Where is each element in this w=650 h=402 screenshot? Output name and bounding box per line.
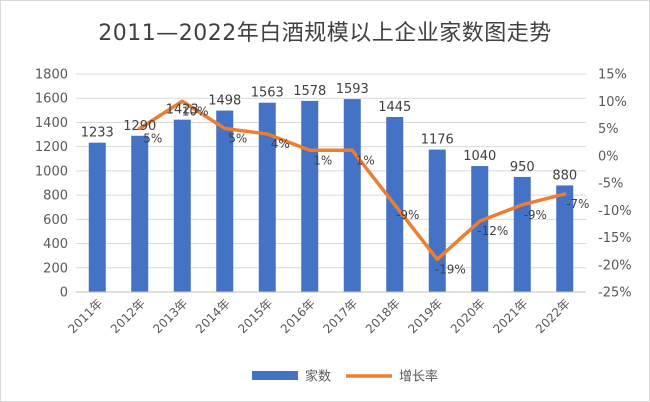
bar (258, 102, 276, 292)
line-data-label: 1% (356, 153, 375, 167)
growth-rate-line (138, 99, 567, 262)
bar (471, 166, 489, 292)
line-data-label: -12% (477, 224, 508, 238)
bar-data-label: 1423 (166, 103, 199, 118)
y-right-tick-label: 10% (598, 95, 627, 110)
y-right-tick-label: -15% (598, 231, 632, 246)
x-tick-label: 2012年 (108, 296, 148, 336)
line-data-label: 1% (313, 153, 332, 167)
y-left-tick-label: 1800 (35, 68, 68, 83)
y-left-tick-label: 1200 (35, 140, 68, 155)
y-right-tick-label: -25% (598, 286, 632, 301)
line-data-label: 4% (271, 137, 290, 151)
bar-data-label: 1445 (378, 100, 411, 115)
bar-data-label: 1040 (463, 149, 496, 164)
y-right-tick-label: 0% (598, 149, 619, 164)
line-data-label: -9% (396, 208, 419, 222)
bar-data-label: 1176 (421, 133, 454, 148)
x-tick-label: 2018年 (363, 296, 403, 336)
y-left-tick-label: 200 (43, 261, 68, 276)
legend-label-line: 增长率 (399, 369, 438, 385)
x-tick-label: 2013年 (150, 296, 190, 336)
y-left-tick-label: 600 (43, 213, 68, 228)
bar (216, 110, 234, 292)
line-data-label: 5% (228, 132, 247, 146)
y-left-tick-label: 0 (60, 286, 68, 301)
chart-title: 2011—2022年白酒规模以上企业家数图走势 (98, 21, 552, 46)
legend-label-bars: 家数 (305, 369, 331, 385)
bar-data-label: 1290 (123, 119, 156, 134)
bar-data-label: 1593 (336, 82, 369, 97)
bar (173, 119, 191, 292)
y-right-tick-label: -20% (598, 258, 632, 273)
legend-swatch-bars (252, 371, 298, 380)
line-data-label: -7% (566, 197, 589, 211)
line-data-label: -19% (435, 262, 466, 276)
y-right-tick-label: 5% (598, 122, 619, 137)
x-tick-label: 2022年 (533, 296, 573, 336)
bar (343, 99, 361, 292)
x-tick-label: 2016年 (278, 296, 318, 336)
y-right-tick-label: -5% (598, 177, 623, 192)
bar (556, 185, 574, 292)
y-left-tick-label: 400 (43, 237, 68, 252)
x-tick-label: 2017年 (320, 296, 360, 336)
x-tick-label: 2015年 (235, 296, 275, 336)
line-data-label: -9% (524, 208, 547, 222)
y-left-tick-label: 1600 (35, 92, 68, 107)
bar (301, 100, 319, 293)
bar (131, 135, 149, 292)
x-tick-label: 2019年 (405, 296, 445, 336)
bar-data-label: 1498 (208, 94, 241, 109)
x-tick-label: 2021年 (490, 296, 530, 336)
bar (513, 176, 531, 292)
y-left-tick-label: 1400 (35, 116, 68, 131)
y-left-tick-label: 800 (43, 189, 68, 204)
line-data-label: 5% (143, 132, 162, 146)
line-data-label: 10% (182, 104, 209, 118)
bar (88, 142, 106, 292)
x-tick-label: 2011年 (65, 296, 105, 336)
bar-data-label: 1563 (251, 86, 284, 101)
bar-data-label: 880 (552, 168, 577, 183)
y-right-tick-label: -10% (598, 204, 632, 219)
x-tick-label: 2020年 (448, 296, 488, 336)
bar-data-label: 1578 (293, 84, 326, 99)
x-tick-label: 2014年 (193, 296, 233, 336)
y-right-tick-label: 15% (598, 68, 627, 83)
bar-data-label: 1233 (81, 126, 114, 141)
y-left-tick-label: 1000 (35, 164, 68, 179)
bar-data-label: 950 (510, 160, 535, 175)
